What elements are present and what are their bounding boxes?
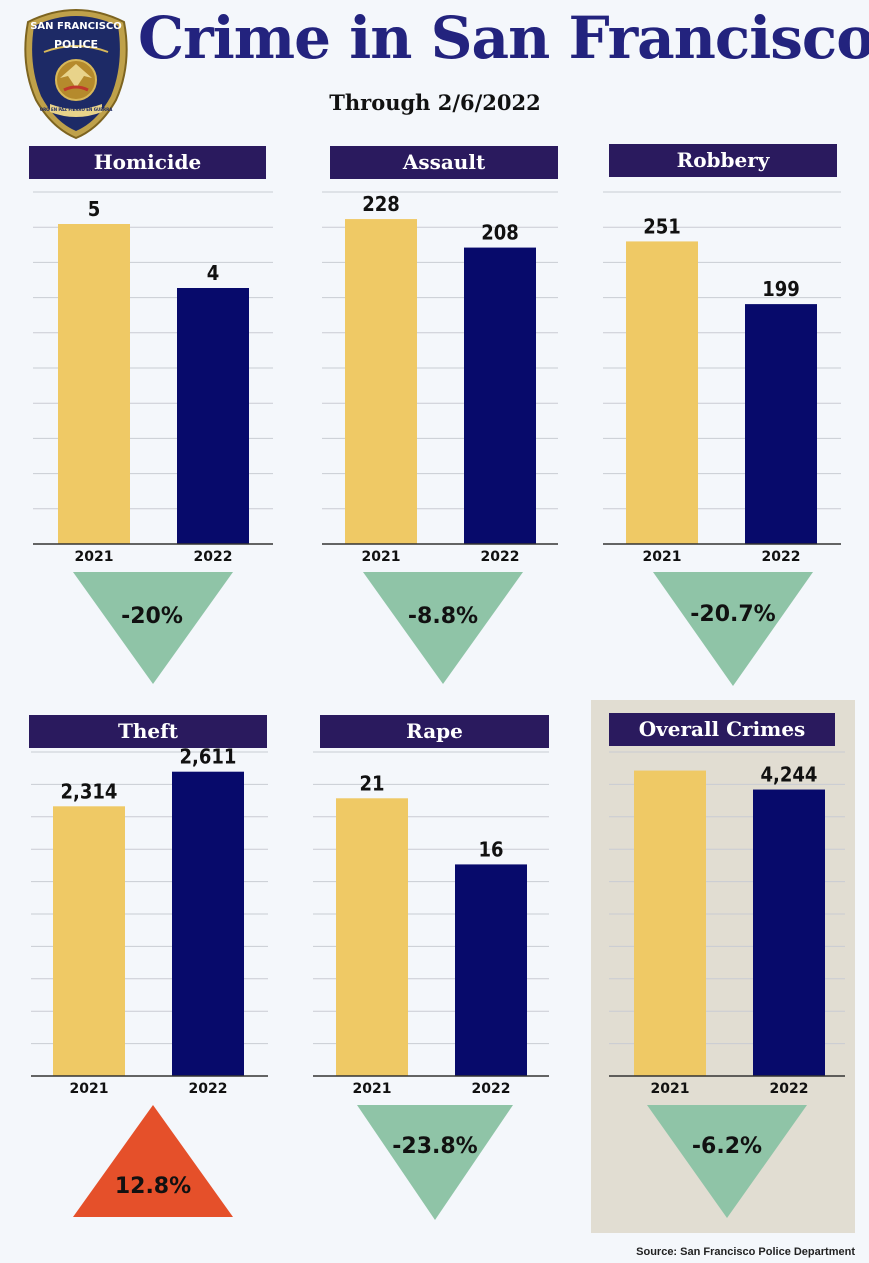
overall-crimes-change-down-arrow-icon xyxy=(647,1105,807,1218)
rape-change-label: -23.8% xyxy=(392,1134,477,1159)
assault-year-label-2021: 2021 xyxy=(362,549,401,565)
rape-year-label-2021: 2021 xyxy=(353,1081,392,1097)
page-title: Crime in San Francisco xyxy=(138,4,869,72)
badge-text-mid: POLICE xyxy=(54,38,98,51)
theft-year-label-2022: 2022 xyxy=(189,1081,228,1097)
assault-year-label-2022: 2022 xyxy=(481,549,520,565)
rape-value-label-2022: 16 xyxy=(478,837,503,861)
homicide-bar-2021 xyxy=(58,224,130,544)
rape-chart-title: Rape xyxy=(320,715,549,748)
theft-bar-2022 xyxy=(172,771,244,1076)
robbery-value-label-2022: 199 xyxy=(762,277,800,301)
police-badge-icon: SAN FRANCISCO POLICE ORO EN PAZ FIERRO E… xyxy=(24,9,128,140)
overall-crimes-change-label: -6.2% xyxy=(692,1134,762,1159)
assault-change-down-arrow-icon xyxy=(363,572,523,684)
rape-year-label-2022: 2022 xyxy=(472,1081,511,1097)
rape-value-label-2021: 21 xyxy=(359,771,384,795)
homicide-bar-2022 xyxy=(177,288,249,544)
theft-value-label-2021: 2,314 xyxy=(61,779,118,803)
homicide-change-down-arrow-icon xyxy=(73,572,233,684)
overall-crimes-year-label-2022: 2022 xyxy=(770,1081,809,1097)
rape-bar-2021 xyxy=(336,798,408,1076)
robbery-year-label-2022: 2022 xyxy=(762,549,801,565)
overall-crimes-bar-2022 xyxy=(753,789,825,1076)
rape-change-down-arrow-icon xyxy=(357,1105,513,1220)
theft-change-up-arrow-icon xyxy=(73,1105,233,1217)
page-subtitle: Through 2/6/2022 xyxy=(329,90,541,115)
theft-value-label-2022: 2,611 xyxy=(180,745,237,769)
theft-year-label-2021: 2021 xyxy=(70,1081,109,1097)
assault-chart-title: Assault xyxy=(330,146,558,179)
overall-crimes-bar-2021 xyxy=(634,770,706,1076)
robbery-bar-2022 xyxy=(745,304,817,544)
robbery-value-label-2021: 251 xyxy=(643,214,681,238)
overall-crimes-value-label-2022: 4,244 xyxy=(761,763,818,787)
source-note: Source: San Francisco Police Department xyxy=(636,1246,855,1258)
homicide-year-label-2022: 2022 xyxy=(194,549,233,565)
badge-text-top: SAN FRANCISCO xyxy=(30,21,122,32)
rape-bar-2022 xyxy=(455,864,527,1076)
homicide-value-label-2022: 4 xyxy=(207,261,220,285)
assault-bar-2022 xyxy=(464,247,536,544)
assault-change-label: -8.8% xyxy=(408,604,478,629)
robbery-chart-title: Robbery xyxy=(609,144,837,177)
assault-value-label-2021: 228 xyxy=(362,192,400,216)
robbery-year-label-2021: 2021 xyxy=(643,549,682,565)
theft-chart-title: Theft xyxy=(29,715,267,748)
overall-crimes-year-label-2021: 2021 xyxy=(651,1081,690,1097)
assault-bar-2021 xyxy=(345,219,417,545)
homicide-value-label-2021: 5 xyxy=(88,197,101,221)
robbery-change-label: -20.7% xyxy=(690,602,775,627)
homicide-change-label: -20% xyxy=(121,604,183,629)
theft-change-label: 12.8% xyxy=(115,1174,191,1199)
robbery-change-down-arrow-icon xyxy=(653,572,813,686)
robbery-bar-2021 xyxy=(626,241,698,544)
theft-bar-2021 xyxy=(53,806,125,1076)
overall-crimes-chart-title: Overall Crimes xyxy=(609,713,835,746)
homicide-year-label-2021: 2021 xyxy=(75,549,114,565)
badge-ribbon-text: ORO EN PAZ FIERRO EN GUERRA xyxy=(40,107,114,112)
homicide-chart-title: Homicide xyxy=(29,146,266,179)
assault-value-label-2022: 208 xyxy=(481,221,519,245)
